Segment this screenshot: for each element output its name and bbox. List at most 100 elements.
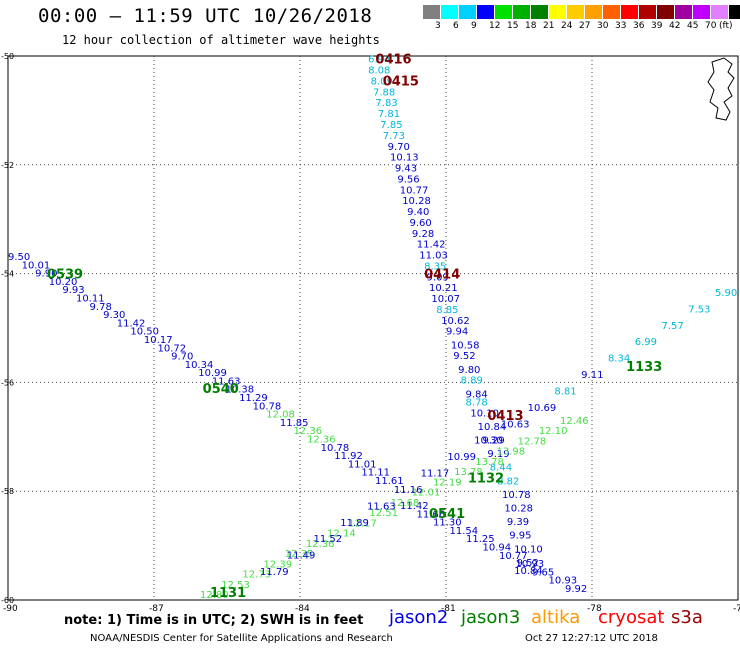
swh-label-113x: 12.68 (391, 498, 420, 509)
swh-label-s3a: 10.13 (390, 153, 419, 164)
swh-label-113x: 10.69 (528, 403, 557, 414)
swh-label-0539: 12.36 (307, 435, 336, 446)
swh-label-0541: 11.42 (400, 501, 429, 512)
swh-label-113x: 10.63 (501, 419, 530, 430)
color-swatch (639, 5, 657, 19)
swh-label-113x: 11.16 (394, 485, 423, 496)
swh-label-113x: 5.90 (715, 288, 737, 299)
swh-label-s3a: 9.56 (397, 174, 419, 185)
color-swatch (441, 5, 459, 19)
swh-label-0539: 11.63 (212, 376, 241, 387)
swh-label-113x: 11.49 (287, 551, 316, 562)
plot-frame (7, 55, 739, 601)
swh-label-s3a: 7.83 (375, 98, 397, 109)
swh-label-s3a: 10.10 (470, 408, 499, 419)
swh-label-0541: 10.93 (549, 576, 578, 587)
swh-label-0539: 10.50 (130, 327, 159, 338)
swh-label-113x: 8.81 (554, 386, 576, 397)
swh-label-0541: 11.30 (433, 518, 462, 529)
swh-label-113x: 12.53 (221, 580, 250, 591)
swh-label-0539: 11.01 (348, 459, 377, 470)
swh-label-0539: 10.99 (198, 368, 227, 379)
swh-label-113x: 12.35 (285, 549, 314, 560)
swh-label-s3a: 11.03 (419, 251, 448, 262)
color-scale-label: 3 (435, 21, 441, 31)
mission-label-cryosat: cryosat (598, 607, 665, 628)
swh-label-s3a: 10.84 (478, 422, 507, 433)
swh-label-s3a: 8.82 (497, 476, 519, 487)
chart-title: 00:00 – 11:59 UTC 10/26/2018 (38, 5, 373, 27)
color-swatch (693, 5, 711, 19)
swh-label-s3a: 6.94 (368, 55, 390, 66)
swh-label-s3a: 10.77 (400, 185, 429, 196)
swh-label-113x: 12.78 (518, 436, 547, 447)
y-tick-label: -58 (1, 487, 14, 496)
pass-time-label: 0414 (424, 268, 460, 283)
color-swatch (513, 5, 531, 19)
swh-label-s3a: 7.85 (380, 120, 402, 131)
swh-label-113x: 10.99 (447, 452, 476, 463)
swh-label-0539: 11.92 (334, 451, 363, 462)
swh-label-s3a: 9.39 (507, 517, 529, 528)
swh-label-s3a: 9.40 (407, 207, 429, 218)
swh-label-113x: 9.11 (581, 370, 603, 381)
color-swatch (477, 5, 495, 19)
swh-label-0541: 11.66 (417, 509, 446, 520)
swh-label-0539: 11.42 (117, 318, 146, 329)
swh-label-s3a: 9.52 (453, 351, 475, 362)
color-swatch (621, 5, 639, 19)
color-swatch (567, 5, 585, 19)
swh-label-113x: 12.73 (242, 570, 271, 581)
swh-label-s3a: 9.28 (412, 229, 434, 240)
swh-label-113x: 11.79 (260, 567, 289, 578)
y-tick-label: -54 (1, 270, 14, 279)
color-scale-swatches (423, 5, 740, 19)
swh-label-113x: 12.80 (200, 590, 229, 601)
y-tick-label: -60 (1, 596, 14, 605)
x-tick-label: -75 (733, 604, 740, 614)
swh-label-0539: 10.20 (49, 277, 78, 288)
swh-label-113x: 12.19 (433, 477, 462, 488)
swh-label-0539: 9.78 (90, 302, 112, 313)
y-tick-label: -52 (1, 161, 14, 170)
swh-label-s3a: 9.80 (458, 365, 480, 376)
swh-label-s3a: 8.35 (424, 261, 446, 272)
swh-label-113x: 11.17 (421, 469, 450, 480)
swh-label-0541: 10.94 (483, 543, 512, 554)
mission-label-altika: altika (531, 607, 581, 628)
x-tick-label: -87 (149, 604, 164, 614)
x-tick-label: -78 (587, 604, 602, 614)
chart-subtitle: 12 hour collection of altimeter wave hei… (62, 33, 380, 47)
color-scale-label: 36 (633, 21, 645, 31)
swh-label-113x: 13.78 (454, 467, 483, 478)
swh-label-113x: 12.51 (369, 508, 398, 519)
color-swatch (675, 5, 693, 19)
swh-label-s3a: 8.89 (461, 376, 483, 387)
color-scale-label: 30 (597, 21, 609, 31)
pass-time-label: 0541 (429, 507, 465, 522)
pass-time-label: 1132 (468, 472, 504, 487)
color-scale-label: 45 (687, 21, 699, 31)
swh-label-s3a: 10.28 (402, 196, 431, 207)
swh-label-0539: 10.78 (253, 401, 282, 412)
color-scale-label: 18 (525, 21, 537, 31)
swh-label-113x: 12.46 (560, 416, 589, 427)
color-scale-label: 24 (561, 21, 573, 31)
swh-label-113x: 11.52 (314, 534, 343, 545)
color-swatch (603, 5, 621, 19)
swh-label-s3a: 7.73 (383, 131, 405, 142)
swh-label-0539: 12.36 (293, 426, 322, 437)
swh-label-0539: 9.30 (103, 310, 125, 321)
swh-label-s3a: 9.70 (388, 142, 410, 153)
color-scale-label: 21 (543, 21, 555, 31)
color-swatch (711, 5, 729, 19)
swh-label-0541: 11.25 (466, 534, 495, 545)
generated-timestamp: Oct 27 12:27:12 UTC 2018 (525, 633, 658, 644)
y-tick-label: -56 (1, 378, 14, 387)
swh-label-s3a: 8.85 (436, 305, 458, 316)
color-scale-labels: 3 6 9 12 15 18 21 24 27 30 33 36 39 42 45 70 (ft) (423, 19, 740, 33)
color-swatch (657, 5, 675, 19)
credit-text: NOAA/NESDIS Center for Satellite Applica… (90, 633, 393, 644)
color-scale-label: (ft) (719, 21, 733, 31)
color-swatch (585, 5, 603, 19)
